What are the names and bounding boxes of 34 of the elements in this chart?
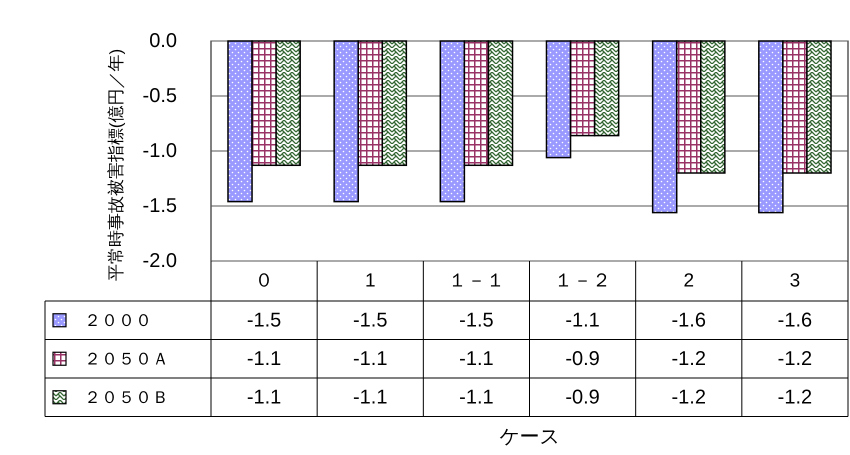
data-label: -1.1 (565, 309, 600, 332)
data-label: -1.1 (459, 348, 494, 370)
data-label: -1.1 (246, 386, 282, 408)
data-label: -1.2 (672, 348, 706, 370)
data-label: -1.1 (246, 348, 282, 370)
y-axis-title: 平常時事故被害指標(億円／年) (106, 48, 126, 282)
annotation: ケース (500, 426, 560, 448)
data-label: -1.5 (459, 309, 494, 332)
data-label: -1.5 (246, 309, 282, 332)
data-label: -0.9 (565, 386, 600, 408)
y-tick-label: -0.5 (142, 85, 177, 107)
data-label: -1.1 (353, 386, 388, 408)
y-tick-label: 0.0 (149, 30, 177, 52)
data-label: -1.5 (353, 309, 388, 332)
data-label: -0.9 (565, 348, 600, 370)
data-label: -1.6 (672, 309, 706, 332)
x-tick-label: １－１ (448, 270, 505, 292)
legend-label: ２０００ (84, 310, 152, 330)
data-label: -1.1 (459, 386, 494, 408)
data-label: -1.6 (778, 309, 812, 332)
x-tick-label: １－２ (554, 270, 612, 292)
data-label: -1.2 (778, 348, 812, 370)
x-tick-label: 3 (790, 270, 800, 292)
y-tick-label: -2.0 (142, 250, 177, 272)
data-label: -1.2 (778, 386, 812, 408)
legend-label: ２０５０Ｂ (84, 388, 169, 407)
data-label: -1.2 (672, 386, 706, 408)
x-tick-label: 2 (683, 270, 694, 292)
x-tick-label: ０ (254, 270, 274, 292)
data-label: -1.1 (353, 348, 388, 370)
y-tick-label: -1.0 (142, 140, 177, 162)
x-tick-label: 1 (364, 270, 376, 292)
y-tick-label: -1.5 (142, 195, 177, 217)
legend-label: ２０５０Ａ (84, 349, 169, 368)
